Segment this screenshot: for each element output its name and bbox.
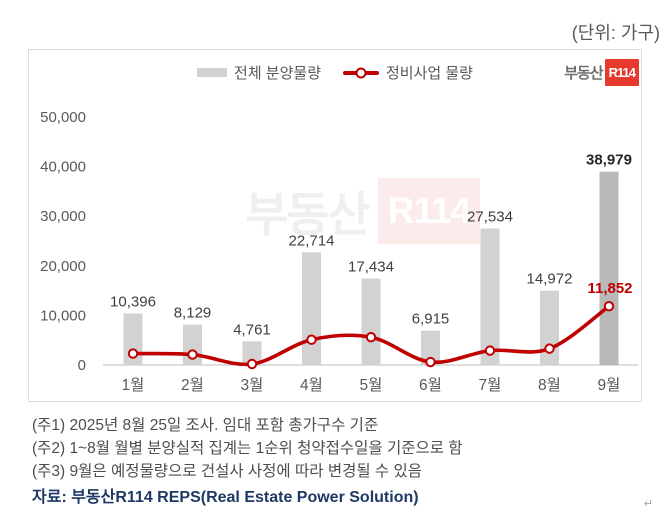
line-point-6월 bbox=[425, 356, 436, 368]
line-point-9월 bbox=[603, 301, 615, 312]
bar-5월 bbox=[361, 278, 381, 365]
bar-6월 bbox=[421, 330, 440, 365]
legend-label-total-supply: 전체 분양물량 bbox=[234, 65, 321, 82]
bar-label-3월: 4,761 bbox=[233, 321, 271, 338]
bar-3월 bbox=[242, 341, 262, 365]
x-tick-2월: 2월 bbox=[181, 376, 204, 394]
line-point-3월 bbox=[246, 358, 258, 370]
brand-logo: 부동산 R114 bbox=[564, 59, 639, 86]
x-tick-5월: 5월 bbox=[360, 376, 383, 394]
y-tick-50,000: 50,000 bbox=[40, 109, 86, 126]
x-tick-7월: 7월 bbox=[479, 376, 502, 394]
bar-label-4월: 22,714 bbox=[289, 232, 335, 249]
bar-label-1월: 10,396 bbox=[110, 293, 156, 310]
bar-9월 bbox=[599, 171, 619, 365]
bar-label-2월: 8,129 bbox=[174, 305, 212, 322]
y-tick-30,000: 30,000 bbox=[40, 208, 86, 225]
bar-series-swatch-icon bbox=[197, 68, 228, 77]
y-tick-40,000: 40,000 bbox=[40, 159, 86, 176]
brand-logo-text: 부동산 bbox=[564, 65, 603, 82]
chart-legend: 전체 분양물량 정비사업 물량 bbox=[29, 62, 641, 83]
y-tick-20,000: 20,000 bbox=[40, 258, 86, 275]
line-point-1월 bbox=[127, 348, 139, 359]
chart-plot: 0 10,000 20,000 30,000 40,000 50,000 1월 2월 3월 4월 5… bbox=[40, 109, 639, 394]
x-tick-6월: 6월 bbox=[419, 376, 442, 394]
legend-item-redevelopment: 정비사업 물량 bbox=[343, 62, 473, 83]
source-line: 자료: 부동산R114 REPS(Real Estate Power Solut… bbox=[32, 489, 419, 506]
unit-label: (단위: 가구) bbox=[571, 23, 660, 43]
x-tick-1월: 1월 bbox=[122, 376, 145, 394]
legend-item-total-supply: 전체 분양물량 bbox=[197, 62, 321, 83]
legend-label-redevelopment: 정비사업 물량 bbox=[386, 65, 473, 82]
y-tick-0: 0 bbox=[78, 357, 86, 374]
x-tick-8월: 8월 bbox=[538, 376, 561, 394]
footnote-3: (주3) 9월은 예정물량으로 건설사 사정에 따라 변경될 수 있음 bbox=[32, 463, 422, 480]
x-tick-9월: 9월 bbox=[598, 376, 621, 394]
footnote-2: (주2) 1~8월 월별 분양실적 집계는 1순위 청약접수일을 기준으로 함 bbox=[32, 440, 463, 457]
x-tick-3월: 3월 bbox=[241, 376, 264, 394]
bar-7월 bbox=[480, 228, 500, 365]
brand-logo-badge: R114 bbox=[604, 59, 639, 86]
bar-label-6월: 6,915 bbox=[412, 311, 450, 328]
y-tick-10,000: 10,000 bbox=[40, 307, 86, 324]
bar-8월 bbox=[540, 290, 559, 365]
line-label-9월: 11,852 bbox=[587, 280, 632, 297]
bar-label-5월: 17,434 bbox=[348, 259, 394, 276]
bar-label-9월: 38,979 bbox=[586, 152, 632, 169]
line-point-4월 bbox=[306, 334, 317, 345]
footnotes: (주1) 2025년 8월 25일 조사. 임대 포함 총가구수 기준 (주2)… bbox=[32, 414, 463, 509]
line-series-swatch-icon bbox=[343, 67, 379, 78]
chart-panel: 부동산 R114 0 10,000 20,000 30,000 40,000 50,000… bbox=[28, 49, 642, 402]
return-mark: ↵ bbox=[643, 498, 653, 510]
footnote-1: (주1) 2025년 8월 25일 조사. 임대 포함 총가구수 기준 bbox=[32, 417, 379, 434]
x-tick-4월: 4월 bbox=[300, 376, 323, 394]
bar-4월 bbox=[302, 252, 321, 365]
line-marker-icon bbox=[355, 67, 367, 78]
line-point-2월 bbox=[187, 349, 198, 360]
bar-label-8월: 14,972 bbox=[527, 271, 573, 288]
line-point-8월 bbox=[544, 343, 555, 354]
line-point-5월 bbox=[365, 332, 377, 343]
line-point-7월 bbox=[484, 345, 496, 356]
bar-label-7월: 27,534 bbox=[467, 208, 513, 225]
